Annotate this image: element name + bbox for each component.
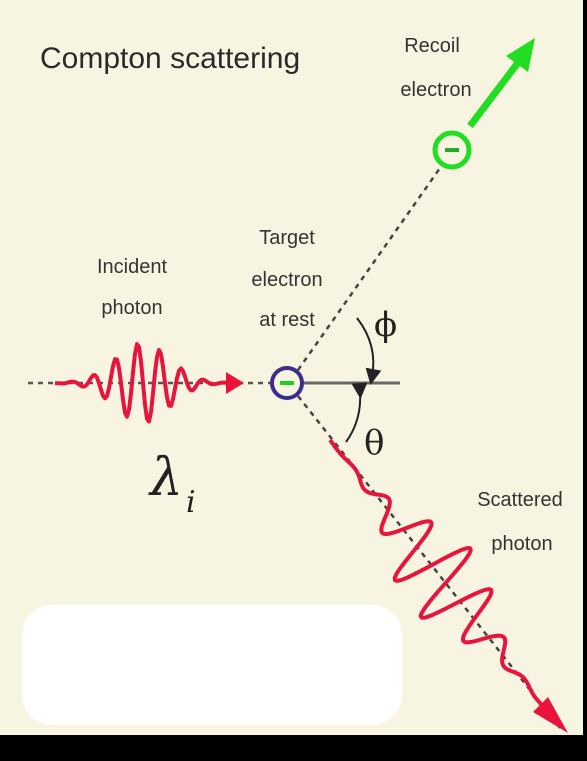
- title: Compton scattering: [40, 42, 300, 75]
- scattered-label: Scattered: [477, 489, 563, 511]
- white-patch: [22, 605, 402, 725]
- target-label: at rest: [259, 309, 315, 331]
- lambda-symbol: λ: [148, 448, 183, 508]
- recoil-label: Recoil: [404, 35, 460, 57]
- lambda-subscript: i: [186, 485, 196, 520]
- incident-label: Incident: [97, 256, 167, 278]
- scattered-label: photon: [491, 533, 552, 555]
- target-label: electron: [251, 269, 322, 291]
- diagram: Compton scattering Incident photon Targe…: [0, 0, 587, 761]
- incident-label: photon: [101, 297, 162, 319]
- theta-symbol: θ: [364, 423, 384, 463]
- target-label: Target: [259, 227, 315, 249]
- phi-symbol: ϕ: [374, 305, 397, 345]
- recoil-label: electron: [400, 79, 471, 101]
